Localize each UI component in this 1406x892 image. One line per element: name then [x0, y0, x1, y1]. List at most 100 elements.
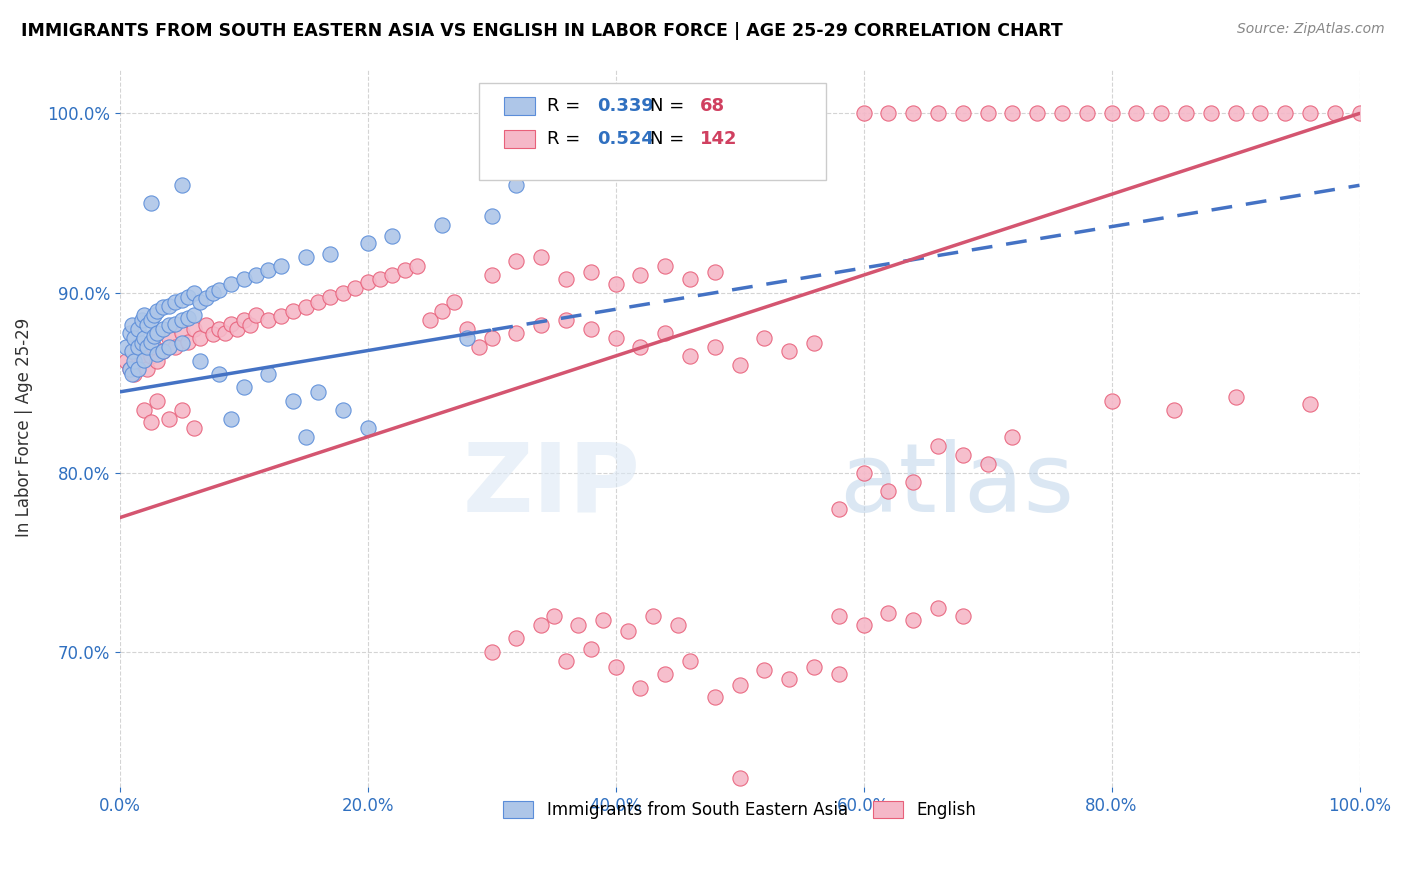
Point [728, 678, 751, 692]
Point [1001, 106, 1024, 120]
Point [1225, 106, 1247, 120]
Point [157, 412, 180, 426]
Point [135, 340, 157, 354]
Point [430, 304, 453, 318]
Point [530, 618, 553, 632]
Point [1163, 403, 1185, 417]
Point [1101, 106, 1123, 120]
Point [703, 264, 725, 278]
Point [245, 308, 267, 322]
Point [165, 340, 187, 354]
Point [555, 654, 578, 668]
FancyBboxPatch shape [503, 129, 534, 147]
Point [381, 228, 404, 243]
Point [135, 361, 157, 376]
Point [232, 313, 254, 327]
Point [666, 618, 689, 632]
Point [728, 358, 751, 372]
Legend: Immigrants from South Eastern Asia, English: Immigrants from South Eastern Asia, Engl… [496, 794, 983, 826]
Point [543, 609, 565, 624]
Point [232, 271, 254, 285]
Point [177, 311, 200, 326]
Point [505, 178, 527, 193]
Text: N =: N = [651, 97, 690, 115]
Point [257, 367, 280, 381]
Point [828, 501, 851, 516]
Point [183, 286, 205, 301]
Point [157, 318, 180, 333]
Point [143, 308, 166, 322]
Point [157, 340, 180, 354]
Text: atlas: atlas [839, 439, 1074, 532]
Point [139, 313, 162, 327]
Point [368, 271, 391, 285]
Point [146, 347, 169, 361]
Text: 142: 142 [700, 129, 737, 147]
Point [1125, 106, 1147, 120]
Point [127, 361, 149, 376]
Point [219, 317, 242, 331]
Text: IMMIGRANTS FROM SOUTH EASTERN ASIA VS ENGLISH IN LABOR FORCE | AGE 25-29 CORRELA: IMMIGRANTS FROM SOUTH EASTERN ASIA VS EN… [21, 22, 1063, 40]
Point [118, 326, 141, 340]
Point [131, 336, 153, 351]
Point [146, 304, 169, 318]
Point [170, 326, 193, 340]
Point [430, 218, 453, 232]
Text: 0.339: 0.339 [598, 97, 654, 115]
Point [927, 439, 949, 453]
Y-axis label: In Labor Force | Age 25-29: In Labor Force | Age 25-29 [15, 318, 32, 538]
Point [177, 290, 200, 304]
Point [481, 331, 503, 345]
Point [1174, 106, 1197, 120]
Point [1076, 106, 1098, 120]
Point [124, 367, 146, 381]
Point [121, 343, 143, 358]
Point [165, 317, 187, 331]
Point [183, 308, 205, 322]
Point [641, 609, 664, 624]
Point [344, 281, 367, 295]
Point [283, 304, 305, 318]
Point [239, 318, 262, 333]
Point [121, 367, 143, 381]
Point [356, 421, 378, 435]
Point [628, 340, 651, 354]
Point [139, 334, 162, 349]
Point [257, 262, 280, 277]
Point [270, 310, 292, 324]
Point [468, 340, 491, 354]
Point [124, 331, 146, 345]
Point [183, 421, 205, 435]
Point [294, 430, 316, 444]
Point [530, 318, 553, 333]
Point [219, 412, 242, 426]
Point [1274, 106, 1296, 120]
Point [579, 264, 602, 278]
Point [332, 286, 354, 301]
Point [135, 318, 157, 333]
Point [257, 313, 280, 327]
Point [283, 393, 305, 408]
Point [188, 354, 211, 368]
Point [177, 334, 200, 349]
Point [118, 361, 141, 376]
Point [134, 352, 156, 367]
Point [195, 318, 218, 333]
Point [356, 235, 378, 250]
Point [118, 361, 141, 376]
Point [976, 457, 998, 471]
Point [294, 250, 316, 264]
Point [952, 609, 974, 624]
Point [703, 690, 725, 705]
Point [852, 466, 875, 480]
Point [1323, 106, 1346, 120]
Point [703, 340, 725, 354]
Point [605, 331, 627, 345]
Point [114, 354, 136, 368]
Text: R =: R = [547, 129, 586, 147]
Point [143, 329, 166, 343]
Point [828, 609, 851, 624]
Point [1199, 106, 1222, 120]
Point [852, 106, 875, 120]
Point [152, 301, 174, 315]
